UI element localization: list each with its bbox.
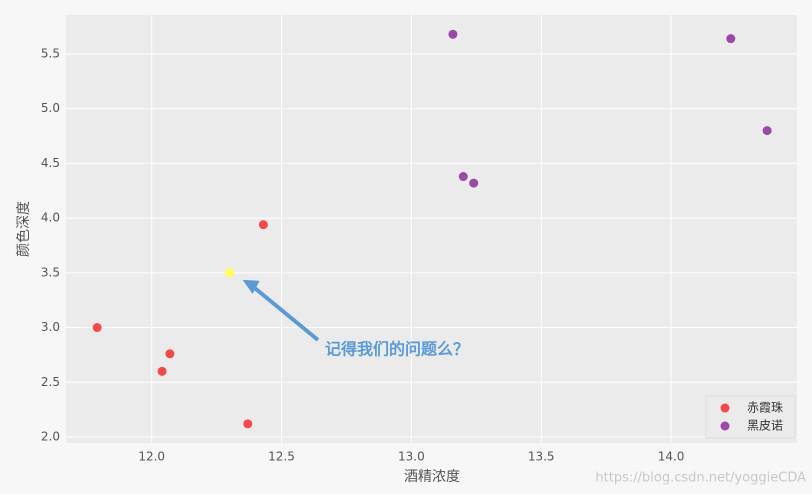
legend-marker	[720, 403, 730, 413]
point	[762, 126, 772, 136]
y-tick-label: 5.5	[41, 46, 60, 60]
y-tick-label: 3.5	[41, 265, 60, 279]
annotation: 记得我们的问题么？	[325, 340, 469, 359]
x-tick-label: 12.0	[138, 450, 165, 464]
watermark: https://blog.csdn.net/yoggieCDA	[595, 471, 806, 486]
y-tick-label: 2.5	[41, 375, 60, 389]
x-tick-label: 12.5	[268, 450, 295, 464]
y-tick-label: 4.5	[41, 156, 60, 170]
x-axis-label: 酒精浓度	[404, 469, 460, 485]
point	[258, 220, 268, 230]
point	[165, 349, 175, 359]
x-tick-label: 13.0	[398, 450, 425, 464]
point	[448, 29, 458, 39]
point	[726, 34, 736, 44]
annotation-arrowhead	[242, 279, 260, 294]
point	[225, 268, 235, 278]
y-tick-label: 2.0	[41, 429, 60, 443]
point	[458, 172, 468, 182]
y-tick-label: 4.0	[41, 211, 60, 225]
point	[469, 178, 479, 188]
x-tick-label: 13.5	[528, 450, 555, 464]
y-axis-label: 颜色深度	[15, 201, 32, 257]
y-tick-label: 3.0	[41, 320, 60, 334]
annotation-arrow	[248, 282, 320, 342]
x-tick-label: 14.0	[658, 450, 685, 464]
legend-label: 赤霞珠	[747, 401, 783, 415]
legend-box	[705, 395, 796, 439]
legend-marker	[720, 421, 730, 431]
plot-area	[66, 15, 797, 443]
point	[157, 366, 167, 376]
point	[92, 323, 102, 333]
legend-label: 黑皮诺	[747, 419, 783, 433]
y-tick-label: 5.0	[41, 101, 60, 115]
point	[243, 419, 253, 429]
